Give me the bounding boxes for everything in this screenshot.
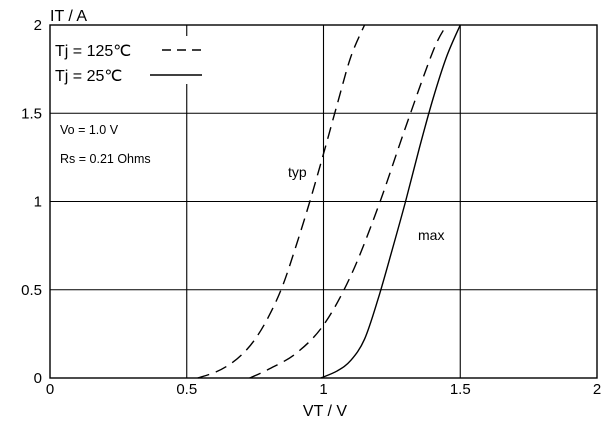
note-rs: Rs = 0.21 Ohms bbox=[60, 152, 151, 166]
legend: Tj = 125℃ Tj = 25℃ bbox=[52, 36, 212, 85]
annotation-max: max bbox=[418, 227, 444, 243]
legend-background bbox=[52, 36, 212, 84]
series-layer bbox=[197, 24, 461, 379]
x-tick-label: 2 bbox=[593, 381, 601, 398]
plot-frame bbox=[49, 24, 598, 379]
legend-label-tj125: Tj = 125℃ bbox=[55, 43, 131, 60]
y-tick-label: 0.5 bbox=[21, 282, 42, 299]
series-line-solid-max bbox=[320, 24, 461, 379]
series-line-dashed-max bbox=[249, 24, 448, 379]
y-axis-title: IT / A bbox=[50, 8, 87, 25]
y-tick-label: 0 bbox=[34, 370, 42, 387]
y-tick-label: 2 bbox=[34, 17, 42, 34]
grid bbox=[50, 25, 597, 378]
x-tick-label: 0 bbox=[46, 381, 54, 398]
annotation-typ: typ bbox=[288, 164, 307, 180]
plot-border bbox=[49, 24, 598, 379]
x-axis-title: VT / V bbox=[303, 403, 347, 420]
x-tick-label: 1 bbox=[319, 381, 327, 398]
tick-labels: 0 0.5 1 1.5 2 0 0.5 1 1.5 2 bbox=[21, 17, 601, 398]
legend-label-tj25: Tj = 25℃ bbox=[55, 68, 122, 85]
x-tick-label: 1.5 bbox=[450, 381, 471, 398]
note-vo: Vo = 1.0 V bbox=[60, 123, 119, 137]
y-tick-label: 1.5 bbox=[21, 105, 42, 122]
y-tick-label: 1 bbox=[34, 194, 42, 211]
x-tick-label: 0.5 bbox=[176, 381, 197, 398]
